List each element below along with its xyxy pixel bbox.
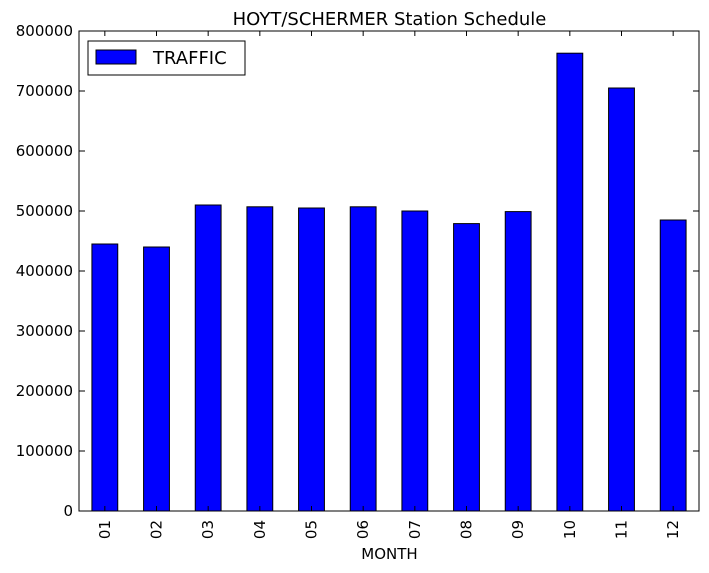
legend-label: TRAFFIC <box>152 48 227 69</box>
x-tick-label-03: 03 <box>199 520 217 539</box>
bar-01 <box>91 243 119 512</box>
bars-layer <box>91 52 687 512</box>
y-tick-label-100000: 100000 <box>16 442 73 460</box>
bar-04 <box>246 206 274 512</box>
x-tick-label-04: 04 <box>251 520 269 539</box>
y-tick-label-200000: 200000 <box>16 382 73 400</box>
y-tick-label-0: 0 <box>63 502 73 520</box>
plot-frame <box>78 30 700 512</box>
x-tick-label-02: 02 <box>148 520 166 539</box>
x-tick-label-05: 05 <box>303 520 321 539</box>
bar-08 <box>453 223 480 512</box>
y-tick-label-700000: 700000 <box>16 82 73 100</box>
x-tick-label-01: 01 <box>96 520 114 539</box>
x-tick-label-11: 11 <box>613 520 631 539</box>
bar-05 <box>298 207 325 512</box>
x-tick-label-06: 06 <box>354 520 372 539</box>
chart-title: HOYT/SCHERMER Station Schedule <box>233 9 547 30</box>
bar-10 <box>556 52 584 512</box>
bar-12 <box>659 219 687 512</box>
bar-06 <box>349 206 377 512</box>
x-axis: 01 02 03 04 05 06 07 08 09 10 11 12 <box>96 31 682 539</box>
bar-07 <box>401 210 429 512</box>
x-tick-label-12: 12 <box>664 520 682 539</box>
bar-03 <box>194 204 222 512</box>
x-tick-label-10: 10 <box>561 520 579 539</box>
y-tick-label-600000: 600000 <box>16 142 73 160</box>
y-axis: 0 100000 200000 300000 400000 500000 600000 700… <box>16 22 699 520</box>
x-axis-label: MONTH <box>361 545 417 563</box>
bar-11 <box>608 87 635 512</box>
bar-02 <box>143 246 170 512</box>
bar-09 <box>504 211 532 512</box>
x-tick-label-08: 08 <box>458 520 476 539</box>
y-tick-label-500000: 500000 <box>16 202 73 220</box>
legend: TRAFFIC <box>87 40 246 76</box>
legend-swatch <box>95 49 137 65</box>
y-tick-label-400000: 400000 <box>16 262 73 280</box>
x-tick-label-07: 07 <box>406 520 424 539</box>
x-tick-label-09: 09 <box>509 520 527 539</box>
y-tick-label-300000: 300000 <box>16 322 73 340</box>
y-tick-label-800000: 800000 <box>16 22 73 40</box>
